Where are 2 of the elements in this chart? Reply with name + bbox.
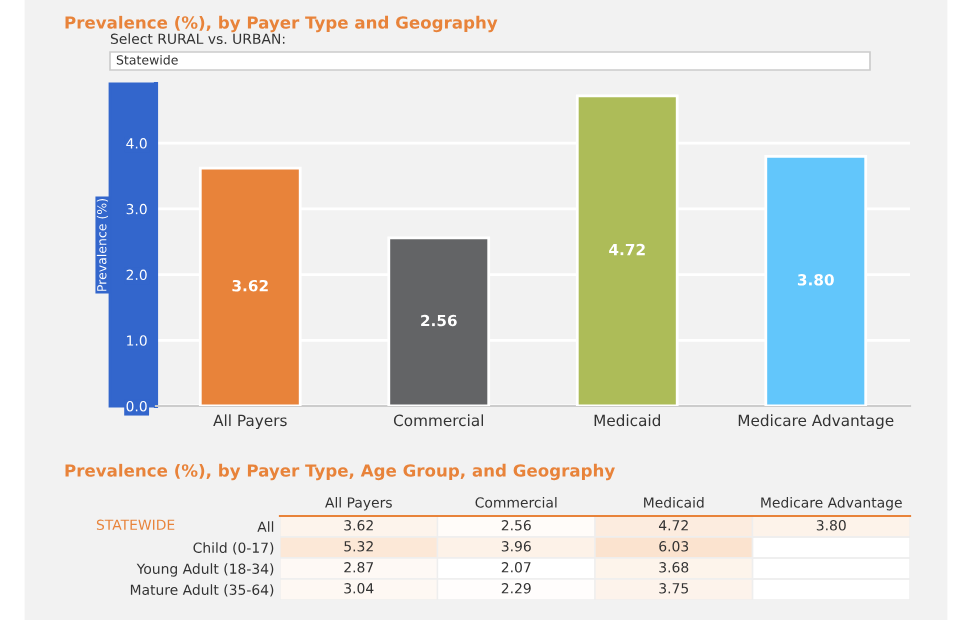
chart-title: Prevalence (%), by Payer Type and Geography — [65, 15, 498, 33]
chart-title: Prevalence (%), by Payer Type, Age Group, and Geography — [65, 463, 615, 481]
